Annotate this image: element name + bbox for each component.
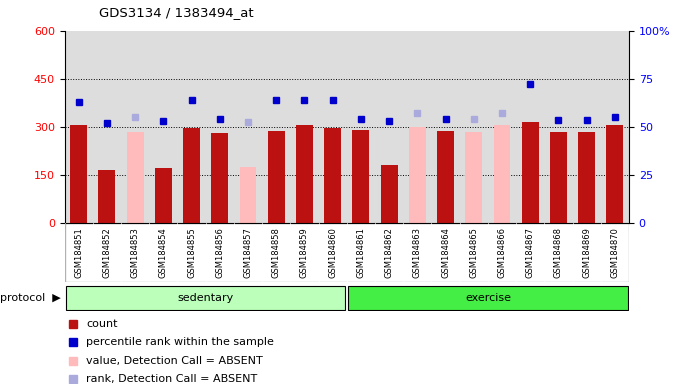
Bar	[126, 131, 143, 223]
Text: GSM184865: GSM184865	[469, 227, 478, 278]
Bar	[437, 131, 454, 223]
Text: GSM184866: GSM184866	[498, 227, 507, 278]
Text: GSM184860: GSM184860	[328, 227, 337, 278]
Bar	[296, 125, 313, 223]
Text: GSM184862: GSM184862	[385, 227, 394, 278]
Text: value, Detection Call = ABSENT: value, Detection Call = ABSENT	[86, 356, 262, 366]
Text: GSM184855: GSM184855	[187, 227, 196, 278]
Text: GSM184869: GSM184869	[582, 227, 591, 278]
Bar	[211, 133, 228, 223]
Text: GSM184859: GSM184859	[300, 227, 309, 278]
Text: GSM184864: GSM184864	[441, 227, 450, 278]
Text: GSM184853: GSM184853	[131, 227, 139, 278]
Text: percentile rank within the sample: percentile rank within the sample	[86, 338, 274, 348]
Bar	[99, 170, 116, 223]
Text: GSM184870: GSM184870	[611, 227, 619, 278]
Bar	[66, 286, 345, 310]
Bar	[578, 131, 595, 223]
Text: exercise: exercise	[465, 293, 511, 303]
Text: GSM184858: GSM184858	[272, 227, 281, 278]
Bar	[183, 128, 200, 223]
Text: GSM184852: GSM184852	[103, 227, 112, 278]
Text: GSM184863: GSM184863	[413, 227, 422, 278]
Bar	[324, 127, 341, 223]
Bar	[381, 165, 398, 223]
Bar	[465, 132, 482, 223]
Bar	[550, 131, 567, 223]
Bar	[70, 125, 87, 223]
Text: GDS3134 / 1383494_at: GDS3134 / 1383494_at	[99, 6, 253, 19]
Bar	[239, 167, 256, 223]
Text: rank, Detection Call = ABSENT: rank, Detection Call = ABSENT	[86, 374, 257, 384]
Bar	[607, 125, 624, 223]
Text: sedentary: sedentary	[177, 293, 234, 303]
Bar	[522, 122, 539, 223]
Bar	[65, 223, 629, 282]
Text: GSM184851: GSM184851	[74, 227, 83, 278]
Bar	[155, 168, 172, 223]
Bar	[494, 125, 511, 223]
Text: GSM184868: GSM184868	[554, 227, 563, 278]
Bar	[348, 286, 628, 310]
Bar	[409, 127, 426, 223]
Text: count: count	[86, 319, 118, 329]
Bar	[352, 130, 369, 223]
Text: GSM184857: GSM184857	[243, 227, 252, 278]
Text: GSM184861: GSM184861	[356, 227, 365, 278]
Text: protocol  ▶: protocol ▶	[1, 293, 61, 303]
Text: GSM184856: GSM184856	[216, 227, 224, 278]
Text: GSM184854: GSM184854	[159, 227, 168, 278]
Text: GSM184867: GSM184867	[526, 227, 534, 278]
Bar	[268, 131, 285, 223]
